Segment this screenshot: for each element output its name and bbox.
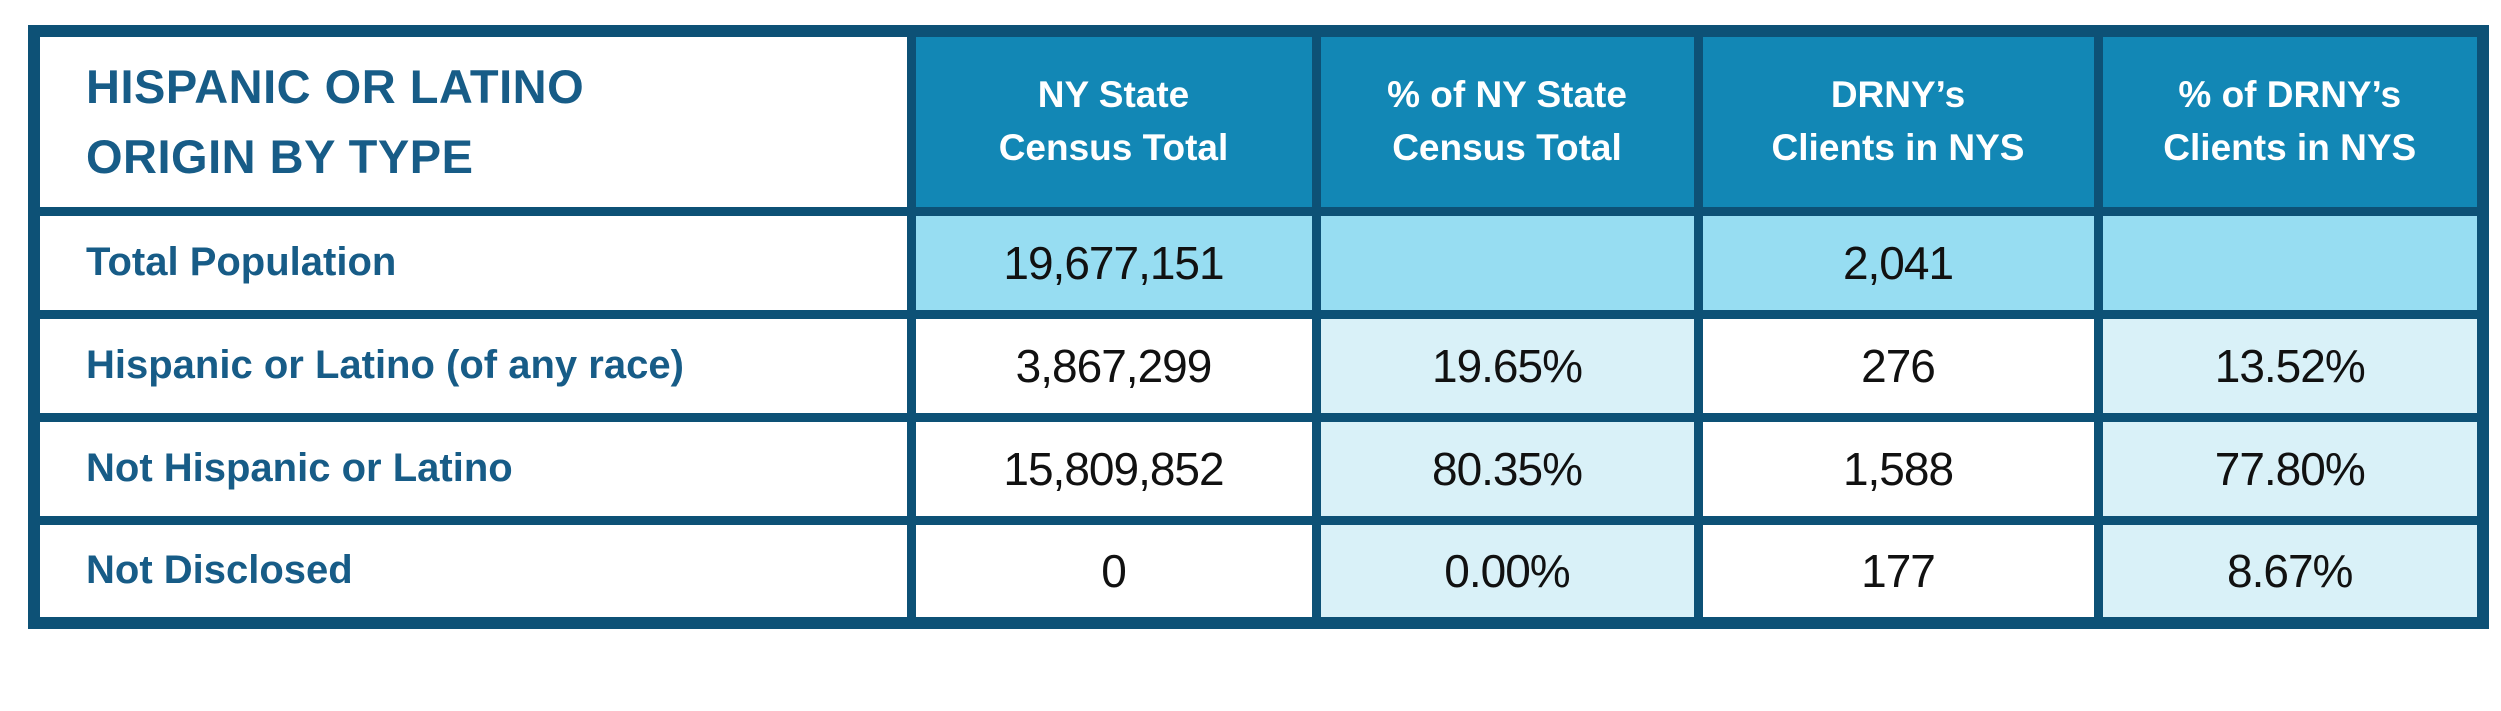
column-header-drny-clients-line1: DRNY’s [1830, 74, 1966, 116]
column-header-drny-clients: DRNY’s Clients in NYS [1693, 26, 2103, 216]
cell-census-pct: 80.35% [1311, 412, 1703, 525]
row-label: Total Population [29, 206, 916, 319]
table-title-line1: HISPANIC OR LATINO [86, 60, 585, 114]
column-header-census-pct-line2: Census Total [1392, 126, 1622, 168]
cell-drny-pct: 13.52% [2093, 309, 2488, 422]
cell-drny-pct: 8.67% [2093, 515, 2488, 628]
table-row-not-hispanic-or-latino: Not Hispanic or Latino 15,809,852 80.35%… [29, 412, 2488, 525]
cell-census-pct: 19.65% [1311, 309, 1703, 422]
table-row-hispanic-or-latino: Hispanic or Latino (of any race) 3,867,2… [29, 309, 2488, 422]
table-row-not-disclosed: Not Disclosed 0 0.00% 177 8.67% [29, 515, 2488, 628]
cell-census-total: 0 [906, 515, 1321, 628]
row-label: Not Hispanic or Latino [29, 412, 916, 525]
column-header-drny-clients-line2: Clients in NYS [1771, 126, 2025, 168]
column-header-census-total: NY State Census Total [906, 26, 1321, 216]
cell-drny-clients: 177 [1693, 515, 2103, 628]
column-header-drny-pct-line1: % of DRNY’s [2178, 74, 2402, 116]
cell-drny-clients: 276 [1693, 309, 2103, 422]
column-header-drny-pct-line2: Clients in NYS [2163, 126, 2417, 168]
cell-census-pct [1311, 206, 1703, 319]
row-label: Not Disclosed [29, 515, 916, 628]
column-header-census-total-line1: NY State [1037, 74, 1190, 116]
cell-census-total: 3,867,299 [906, 309, 1321, 422]
cell-drny-pct: 77.80% [2093, 412, 2488, 525]
cell-drny-clients: 1,588 [1693, 412, 2103, 525]
table-title: HISPANIC OR LATINO ORIGIN BY TYPE [29, 26, 916, 216]
column-header-census-total-line2: Census Total [998, 126, 1229, 168]
column-header-census-pct-line1: % of NY State [1387, 74, 1627, 116]
row-label: Hispanic or Latino (of any race) [29, 309, 916, 422]
demographics-table-container: HISPANIC OR LATINO ORIGIN BY TYPE NY Sta… [28, 25, 2489, 629]
demographics-table: HISPANIC OR LATINO ORIGIN BY TYPE NY Sta… [28, 25, 2489, 629]
cell-census-total: 19,677,151 [906, 206, 1321, 319]
table-title-line2: ORIGIN BY TYPE [86, 129, 474, 183]
cell-census-total: 15,809,852 [906, 412, 1321, 525]
table-row-total-population: Total Population 19,677,151 2,041 [29, 206, 2488, 319]
column-header-drny-pct: % of DRNY’s Clients in NYS [2093, 26, 2488, 216]
cell-census-pct: 0.00% [1311, 515, 1703, 628]
cell-drny-pct [2093, 206, 2488, 319]
column-header-census-pct: % of NY State Census Total [1311, 26, 1703, 216]
cell-drny-clients: 2,041 [1693, 206, 2103, 319]
header-row: HISPANIC OR LATINO ORIGIN BY TYPE NY Sta… [29, 26, 2488, 216]
